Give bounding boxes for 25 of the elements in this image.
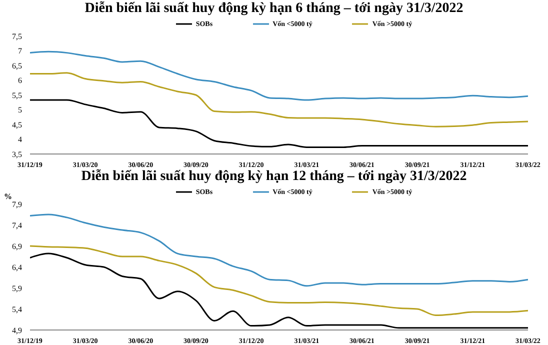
y-tick-label: 4 xyxy=(18,135,22,144)
y-tick-label: 7,4 xyxy=(12,220,22,230)
y-tick-label: 7,9 xyxy=(12,200,22,209)
chart-title: Diễn biến lãi suất huy động kỳ hạn 6 tháng – tới ngày 31/3/2022 xyxy=(84,0,464,18)
y-tick-label: 4,9 xyxy=(12,326,22,335)
y-tick-label: 6,9 xyxy=(12,242,22,251)
line-series xyxy=(30,72,528,128)
line-series xyxy=(30,245,528,316)
chart-title: Diễn biến lãi suất huy động kỳ hạn 12 tháng – tới ngày 31/3/2022 xyxy=(80,168,468,186)
y-tick-label: 6,5 xyxy=(12,61,22,70)
y-tick-label: 6,4 xyxy=(12,262,22,272)
line-series xyxy=(30,214,528,287)
line-series xyxy=(30,99,528,148)
y-tick-label: 7,5 xyxy=(12,32,22,41)
y-tick-label: 5 xyxy=(18,106,22,115)
y-tick-label: 3,5 xyxy=(12,150,22,159)
y-tick-label: 4,5 xyxy=(12,120,22,130)
line-series xyxy=(30,252,528,329)
y-tick-label: 5,9 xyxy=(12,284,22,293)
y-tick-label: 7 xyxy=(18,46,22,56)
y-tick-label: 6 xyxy=(18,76,22,86)
y-tick-label: 5,4 xyxy=(12,304,22,314)
y-axis-title: % xyxy=(4,192,12,201)
y-tick-label: 5,5 xyxy=(12,90,22,100)
line-series xyxy=(30,50,528,101)
